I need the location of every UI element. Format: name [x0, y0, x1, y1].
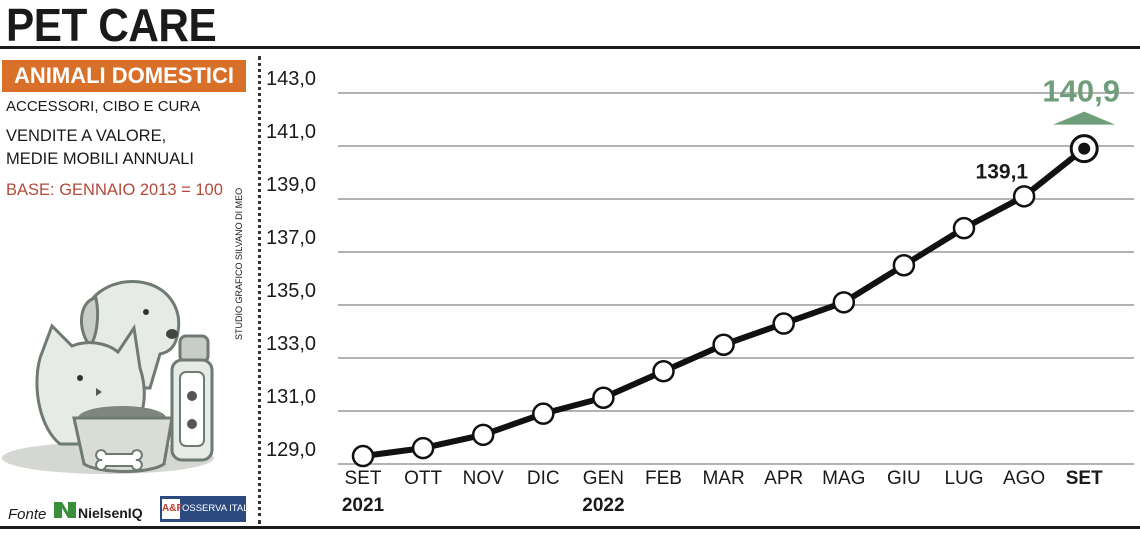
- data-point: [712, 333, 735, 356]
- dog-nose: [166, 329, 178, 339]
- nielsen-logo-text: NielsenIQ: [78, 505, 143, 521]
- line-chart: 143,0 141,0 139,0 137,0 135,0 133,0 131,0 129,0…: [266, 68, 1134, 516]
- dotted-divider: [258, 56, 261, 524]
- x-tick-label: GEN: [583, 468, 624, 489]
- y-tick-label: 131,0: [266, 386, 316, 408]
- data-point: [652, 360, 675, 383]
- data-point: [532, 402, 555, 425]
- data-point: [471, 423, 495, 447]
- data-point: [952, 216, 976, 240]
- x-tick-label: LUG: [944, 468, 983, 489]
- base-note: BASE: GENNAIO 2013 = 100: [6, 181, 223, 199]
- dog-eye: [143, 309, 149, 315]
- data-label: 139,1: [976, 160, 1029, 183]
- x-tick-label: DIC: [527, 468, 560, 489]
- data-point: [892, 254, 916, 277]
- page-title: PET CARE: [6, 0, 217, 51]
- series-line: [362, 146, 1087, 460]
- data-point: [1012, 185, 1036, 208]
- year-label: 2021: [342, 495, 385, 516]
- data-point: [772, 312, 795, 335]
- year-label: 2022: [582, 495, 624, 516]
- nielsen-logo-icon: [54, 502, 76, 518]
- y-tick-label: 141,0: [266, 121, 316, 143]
- description: VENDITE A VALORE, MEDIE MOBILI ANNUALI: [6, 125, 194, 171]
- paw-icon: [187, 391, 197, 401]
- y-tick-label: 137,0: [266, 227, 316, 249]
- x-tick-label: FEB: [645, 468, 682, 489]
- subtitle: ACCESSORI, CIBO E CURA: [6, 98, 201, 115]
- x-tick-label: MAR: [702, 468, 744, 489]
- y-tick-label: 129,0: [266, 439, 316, 461]
- x-tick-label: AGO: [1003, 468, 1045, 489]
- credit: STUDIO GRAFICO SILVANO DI MEO: [234, 187, 244, 340]
- data-point: [351, 444, 375, 468]
- y-tick-label: 135,0: [266, 280, 316, 302]
- paw-icon: [187, 419, 197, 429]
- source-label: Fonte: [8, 506, 47, 523]
- x-tick-label: SET: [1066, 468, 1103, 489]
- y-tick-label: 139,0: [266, 174, 316, 196]
- bottle-cap: [178, 334, 210, 364]
- data-point: [832, 291, 856, 314]
- bottom-rule: [0, 526, 1140, 529]
- bone-icon: [95, 449, 143, 471]
- osserva-mark: A&F: [162, 499, 183, 519]
- y-tick-label: 133,0: [266, 333, 316, 355]
- bottle-label: [179, 371, 205, 447]
- data-label-highlight: 140,9: [1042, 74, 1120, 109]
- description-line-1: VENDITE A VALORE,: [6, 127, 167, 145]
- data-point: [411, 436, 435, 460]
- description-line-2: MEDIE MOBILI ANNUALI: [6, 150, 194, 168]
- x-tick-label: APR: [764, 468, 803, 489]
- data-point-final-center: [1078, 142, 1091, 155]
- cat-eye: [77, 375, 83, 381]
- top-rule: [0, 46, 1140, 49]
- cat-nose: [96, 388, 102, 396]
- pet-illustration: [2, 280, 214, 474]
- x-tick-label: MAG: [822, 468, 865, 489]
- x-tick-label: OTT: [404, 468, 442, 489]
- dog-ear: [79, 296, 100, 349]
- category-banner: ANIMALI DOMESTICI: [2, 60, 246, 92]
- osserva-text: OSSERVA ITALIA: [182, 503, 258, 514]
- osserva-italia-logo: A&F OSSERVA ITALIA: [160, 496, 258, 522]
- up-arrow-icon: [1053, 111, 1116, 125]
- x-tick-label: NOV: [463, 468, 505, 489]
- y-tick-label: 143,0: [266, 68, 316, 90]
- x-tick-label: SET: [345, 468, 382, 489]
- data-point: [592, 386, 615, 409]
- x-tick-label: GIU: [887, 468, 921, 489]
